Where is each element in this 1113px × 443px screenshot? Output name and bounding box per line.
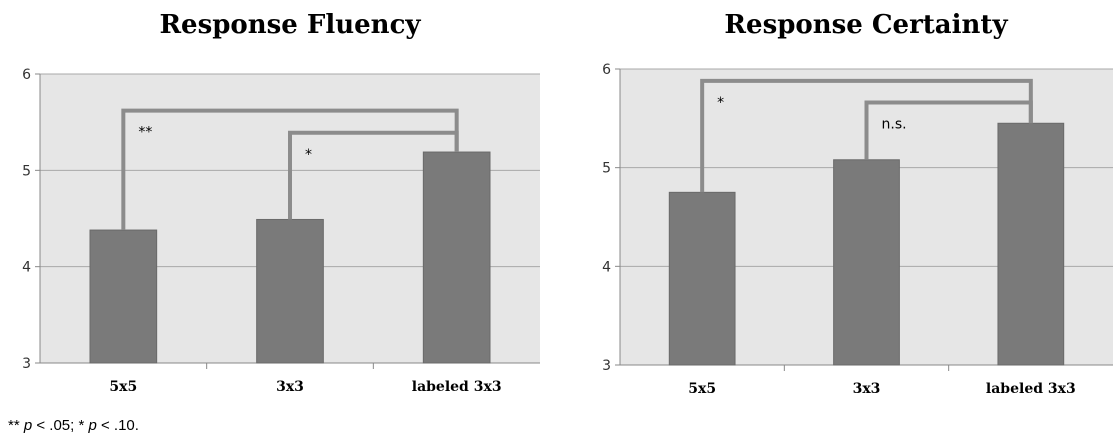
- chart-title-response-fluency: Response Fluency: [159, 10, 421, 40]
- y-tick-label: 5: [22, 163, 31, 179]
- y-tick-label: 6: [22, 67, 31, 83]
- bar-3x3: [256, 218, 324, 364]
- footnote-part-c: < .10.: [96, 417, 139, 434]
- y-tick-label: 3: [22, 356, 31, 372]
- bar-labeled-3x3: [997, 122, 1065, 366]
- bar-3x3: [833, 159, 900, 366]
- significance-label: *: [717, 95, 724, 111]
- significance-bracket: [864, 100, 1033, 160]
- x-tick-label: 3x3: [276, 379, 304, 395]
- x-tick-label: 3x3: [853, 381, 881, 397]
- significance-bracket: [288, 130, 459, 220]
- significance-label: n.s.: [882, 117, 907, 133]
- x-tick-label: 5x5: [688, 381, 716, 397]
- y-tick-label: 4: [602, 259, 611, 275]
- y-tick-label: 4: [22, 260, 31, 276]
- significance-label: **: [138, 125, 152, 141]
- bar-labeled-3x3: [422, 151, 491, 364]
- x-tick-label: 5x5: [109, 379, 137, 395]
- x-tick-label: labeled 3x3: [986, 381, 1076, 397]
- chart-title-response-certainty: Response Certainty: [724, 10, 1008, 40]
- bar-5x5: [668, 191, 736, 366]
- y-tick-label: 5: [602, 161, 611, 177]
- footnote-part-a: **: [8, 417, 24, 434]
- footnote-p1: p: [23, 417, 33, 434]
- y-tick-label: 3: [602, 358, 611, 374]
- footnote: ** p < .05; * p < .10.: [8, 417, 139, 434]
- bar-5x5: [89, 229, 158, 364]
- significance-label: *: [305, 147, 312, 163]
- footnote-p2: p: [88, 417, 97, 434]
- x-tick-label: labeled 3x3: [412, 379, 502, 395]
- y-tick-label: 6: [602, 62, 611, 78]
- chart-response-certainty: 3 4 5 6 5x5 3x3 labeled 3x3 * n.s.: [602, 62, 1113, 397]
- footnote-part-b: < .05; *: [32, 417, 89, 434]
